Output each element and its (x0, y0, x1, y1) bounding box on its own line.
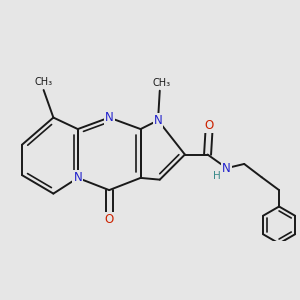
Text: N: N (154, 114, 162, 127)
Text: CH₃: CH₃ (152, 78, 171, 88)
Text: N: N (105, 111, 114, 124)
Text: CH₃: CH₃ (34, 77, 53, 87)
Text: O: O (205, 119, 214, 132)
Text: H: H (213, 171, 221, 181)
Text: N: N (222, 162, 231, 175)
Text: O: O (105, 213, 114, 226)
Text: N: N (74, 171, 82, 184)
